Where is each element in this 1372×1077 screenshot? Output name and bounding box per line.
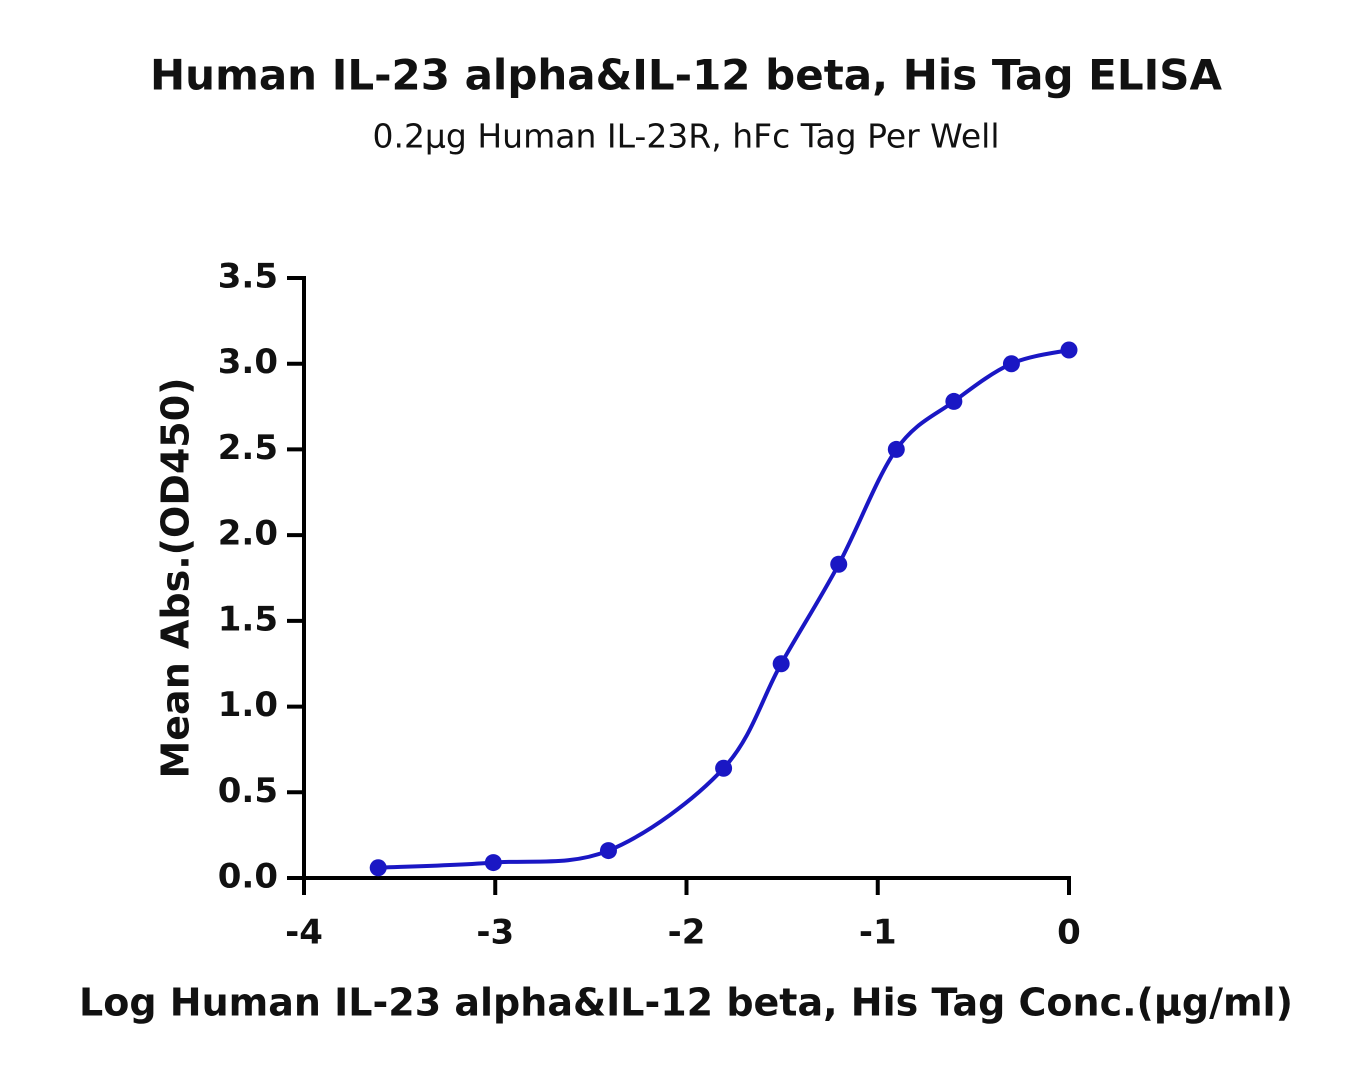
chart-title: Human IL-23 alpha&IL-12 beta, His Tag EL…	[150, 51, 1222, 100]
y-tick-label: 1.5	[218, 599, 278, 639]
y-tick-label: 2.0	[218, 514, 278, 554]
data-point	[599, 842, 617, 860]
chart-subtitle: 0.2µg Human IL-23R, hFc Tag Per Well	[372, 117, 999, 156]
data-point	[945, 392, 963, 410]
fit-line	[378, 348, 1070, 870]
data-point	[1060, 341, 1078, 359]
y-tick-label: 0.5	[218, 771, 278, 811]
y-axis-label: Mean Abs.(OD450)	[154, 377, 198, 778]
data-point	[715, 759, 733, 777]
data-point	[1002, 355, 1020, 373]
x-axis-label: Log Human IL-23 alpha&IL-12 beta, His Ta…	[79, 981, 1293, 1025]
y-tick-label: 2.5	[218, 428, 278, 468]
data-point	[887, 440, 905, 458]
y-tick-label: 3.0	[218, 342, 278, 382]
data-point	[369, 859, 387, 877]
x-tick-label: -4	[285, 913, 323, 953]
y-tick-label: 0.0	[218, 857, 278, 897]
y-tick-label: 1.0	[218, 685, 278, 725]
y-tick-label: 3.5	[218, 257, 278, 297]
data-point	[830, 555, 848, 573]
data-point	[484, 854, 502, 872]
x-tick-label: -2	[668, 913, 706, 953]
x-tick-label: -3	[476, 913, 514, 953]
x-tick-label: -1	[859, 913, 897, 953]
x-tick-label: 0	[1057, 913, 1081, 953]
data-point	[772, 655, 790, 673]
